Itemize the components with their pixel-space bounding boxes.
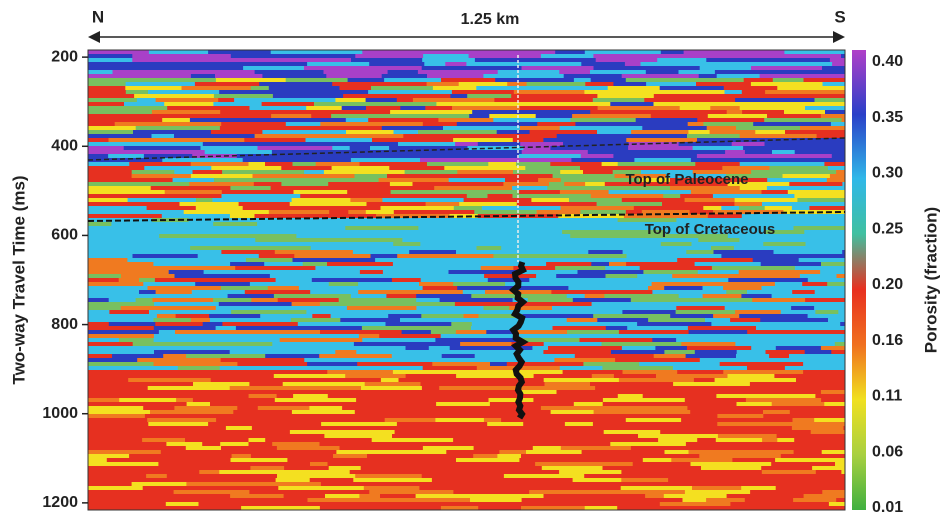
y-tick-label: 400 <box>51 137 78 154</box>
colorbar-label: 0.25 <box>872 220 903 237</box>
y-axis-label: Two-way Travel Time (ms) <box>9 175 28 384</box>
y-tick-label: 800 <box>51 316 78 333</box>
colorbar <box>852 50 866 510</box>
colorbar-label: 0.30 <box>872 165 903 182</box>
colorbar-title: Porosity (fraction) <box>921 207 940 353</box>
annotation: Top of Paleocene <box>625 171 748 188</box>
y-tick-label: 600 <box>51 227 78 244</box>
figure: N S 1.25 km Two-way Travel Time (ms) Top… <box>0 0 943 517</box>
colorbar-label: 0.11 <box>872 388 902 405</box>
colorbar-label: 0.35 <box>872 109 903 126</box>
texture-cell <box>835 242 913 247</box>
colorbar-label: 0.20 <box>872 276 903 293</box>
colorbar-label: 0.01 <box>872 499 903 516</box>
y-tick-label: 1000 <box>42 405 78 422</box>
span-label: 1.25 km <box>461 11 520 28</box>
section-image <box>88 50 926 511</box>
annotation: Top of Cretaceous <box>645 221 776 238</box>
colorbar-label: 0.06 <box>872 443 903 460</box>
colorbar-label: 0.16 <box>872 332 903 349</box>
y-tick-label: 1200 <box>42 494 78 511</box>
south-label: S <box>834 7 845 26</box>
north-label: N <box>92 7 104 26</box>
y-tick-label: 200 <box>51 48 78 65</box>
colorbar-label: 0.40 <box>872 53 903 70</box>
